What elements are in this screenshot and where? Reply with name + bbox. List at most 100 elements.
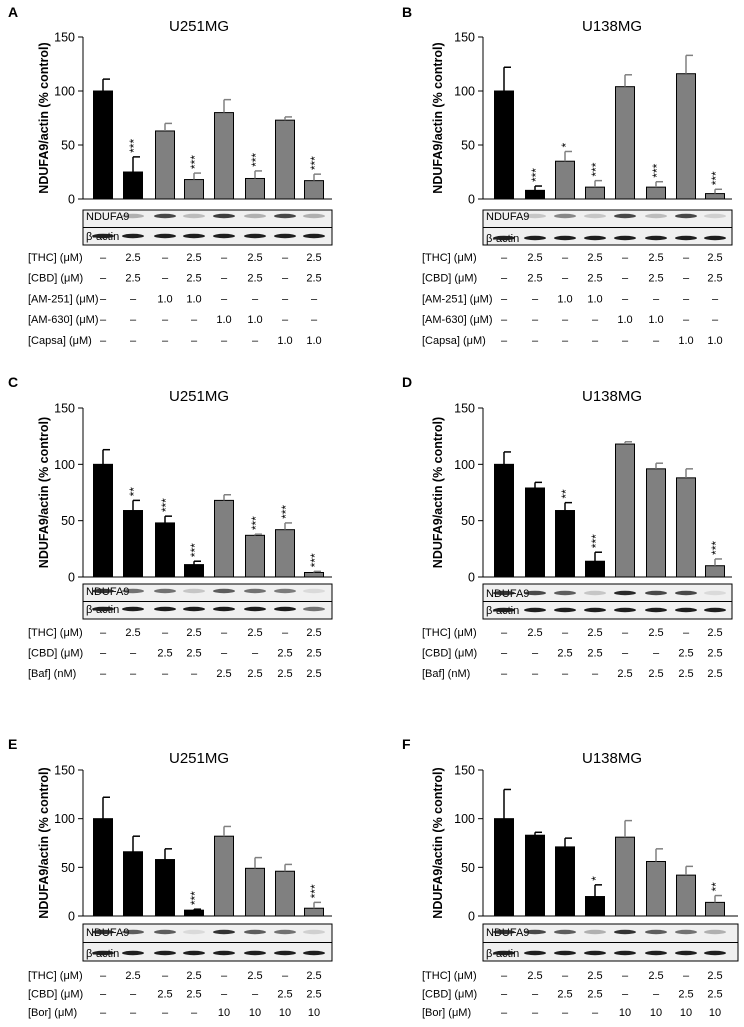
condition-value: – xyxy=(100,335,107,347)
condition-value: – xyxy=(592,668,599,680)
blot-band xyxy=(92,233,114,239)
chart-title: U138MG xyxy=(582,388,642,405)
condition-value: 2.5 xyxy=(247,627,262,639)
condition-value: 2.5 xyxy=(527,273,542,285)
condition-value: 2.5 xyxy=(587,273,602,285)
blot-band xyxy=(645,929,667,935)
condition-value: – xyxy=(282,627,289,639)
condition-value: – xyxy=(100,273,107,285)
chart-title: U251MG xyxy=(169,750,229,767)
bar xyxy=(705,193,725,200)
condition-value: – xyxy=(532,648,539,660)
condition-label: [THC] (μM) xyxy=(28,970,83,982)
bar xyxy=(676,874,696,917)
condition-value: 2.5 xyxy=(648,627,663,639)
condition-value: – xyxy=(191,314,198,326)
panel-letter: B xyxy=(402,4,412,20)
condition-value: – xyxy=(162,335,169,347)
condition-value: – xyxy=(162,1007,169,1019)
blot-band xyxy=(213,929,235,935)
panel-letter: A xyxy=(8,4,18,20)
significance-stars: ** xyxy=(127,487,141,497)
blot-band xyxy=(584,235,606,241)
condition-value: 2.5 xyxy=(707,989,722,1001)
condition-value: – xyxy=(100,293,107,305)
blot-band xyxy=(213,233,235,239)
blot-band xyxy=(303,588,325,594)
condition-value: – xyxy=(653,648,660,660)
condition-value: 1.0 xyxy=(306,335,321,347)
condition-value: 2.5 xyxy=(587,648,602,660)
blot-band xyxy=(244,606,266,612)
condition-value: 1.0 xyxy=(557,293,572,305)
condition-value: – xyxy=(191,335,198,347)
condition-value: 2.5 xyxy=(707,252,722,264)
blot-band xyxy=(554,950,576,956)
significance-stars: *** xyxy=(127,139,141,153)
blot-band xyxy=(524,213,546,219)
condition-value: 2.5 xyxy=(527,627,542,639)
condition-value: – xyxy=(501,314,508,326)
blot-band xyxy=(554,929,576,935)
bar xyxy=(214,835,234,917)
bar xyxy=(245,867,265,917)
y-axis-label: NDUFA9/actin (% control) xyxy=(37,417,51,568)
condition-label: [THC] (μM) xyxy=(28,252,83,264)
condition-value: 2.5 xyxy=(247,970,262,982)
condition-value: – xyxy=(501,648,508,660)
blot-band xyxy=(493,607,515,613)
condition-value: – xyxy=(562,252,569,264)
condition-value: – xyxy=(282,314,289,326)
condition-value: 1.0 xyxy=(216,314,231,326)
condition-value: – xyxy=(252,989,259,1001)
blot-band xyxy=(303,950,325,956)
condition-value: – xyxy=(100,314,107,326)
bar xyxy=(275,870,295,917)
y-tick-label: 50 xyxy=(61,139,75,153)
condition-value: – xyxy=(282,970,289,982)
condition-value: – xyxy=(592,335,599,347)
condition-value: – xyxy=(501,252,508,264)
condition-value: 2.5 xyxy=(557,648,572,660)
condition-value: – xyxy=(282,273,289,285)
condition-value: – xyxy=(501,1007,508,1019)
condition-value: – xyxy=(622,648,629,660)
condition-value: 2.5 xyxy=(247,273,262,285)
condition-value: 2.5 xyxy=(707,970,722,982)
condition-value: – xyxy=(683,314,690,326)
condition-value: 2.5 xyxy=(306,668,321,680)
bar xyxy=(275,119,295,200)
condition-value: – xyxy=(221,252,228,264)
blot-band xyxy=(122,233,144,239)
bar xyxy=(555,510,575,578)
blot-band xyxy=(244,233,266,239)
bar xyxy=(184,564,204,578)
bar xyxy=(676,73,696,200)
blot-band xyxy=(554,607,576,613)
y-tick-label: 50 xyxy=(461,861,475,875)
condition-value: – xyxy=(501,970,508,982)
y-tick-label: 150 xyxy=(54,402,75,416)
y-tick-label: 0 xyxy=(468,910,475,924)
condition-value: 2.5 xyxy=(306,627,321,639)
condition-value: – xyxy=(221,335,228,347)
condition-value: – xyxy=(532,293,539,305)
condition-value: – xyxy=(653,335,660,347)
panel-a: A U251MG NDUFA9/actin (% control) 0 50 100 150… xyxy=(8,4,333,347)
condition-value: 1.0 xyxy=(247,314,262,326)
blot-band xyxy=(524,929,546,935)
blot-band xyxy=(154,213,176,219)
blot-band xyxy=(244,929,266,935)
panel-d: D U138MG NDUFA9/actin (% control) 0 50 100 150… xyxy=(402,374,733,680)
condition-value: – xyxy=(712,314,719,326)
blot-band xyxy=(584,950,606,956)
condition-value: – xyxy=(592,1007,599,1019)
bar xyxy=(155,130,175,200)
blot-band xyxy=(554,590,576,596)
condition-value: – xyxy=(532,989,539,1001)
bar xyxy=(184,909,204,917)
bar xyxy=(525,487,545,578)
panel-letter: C xyxy=(8,374,18,390)
condition-value: 2.5 xyxy=(186,627,201,639)
blot-band xyxy=(704,235,726,241)
